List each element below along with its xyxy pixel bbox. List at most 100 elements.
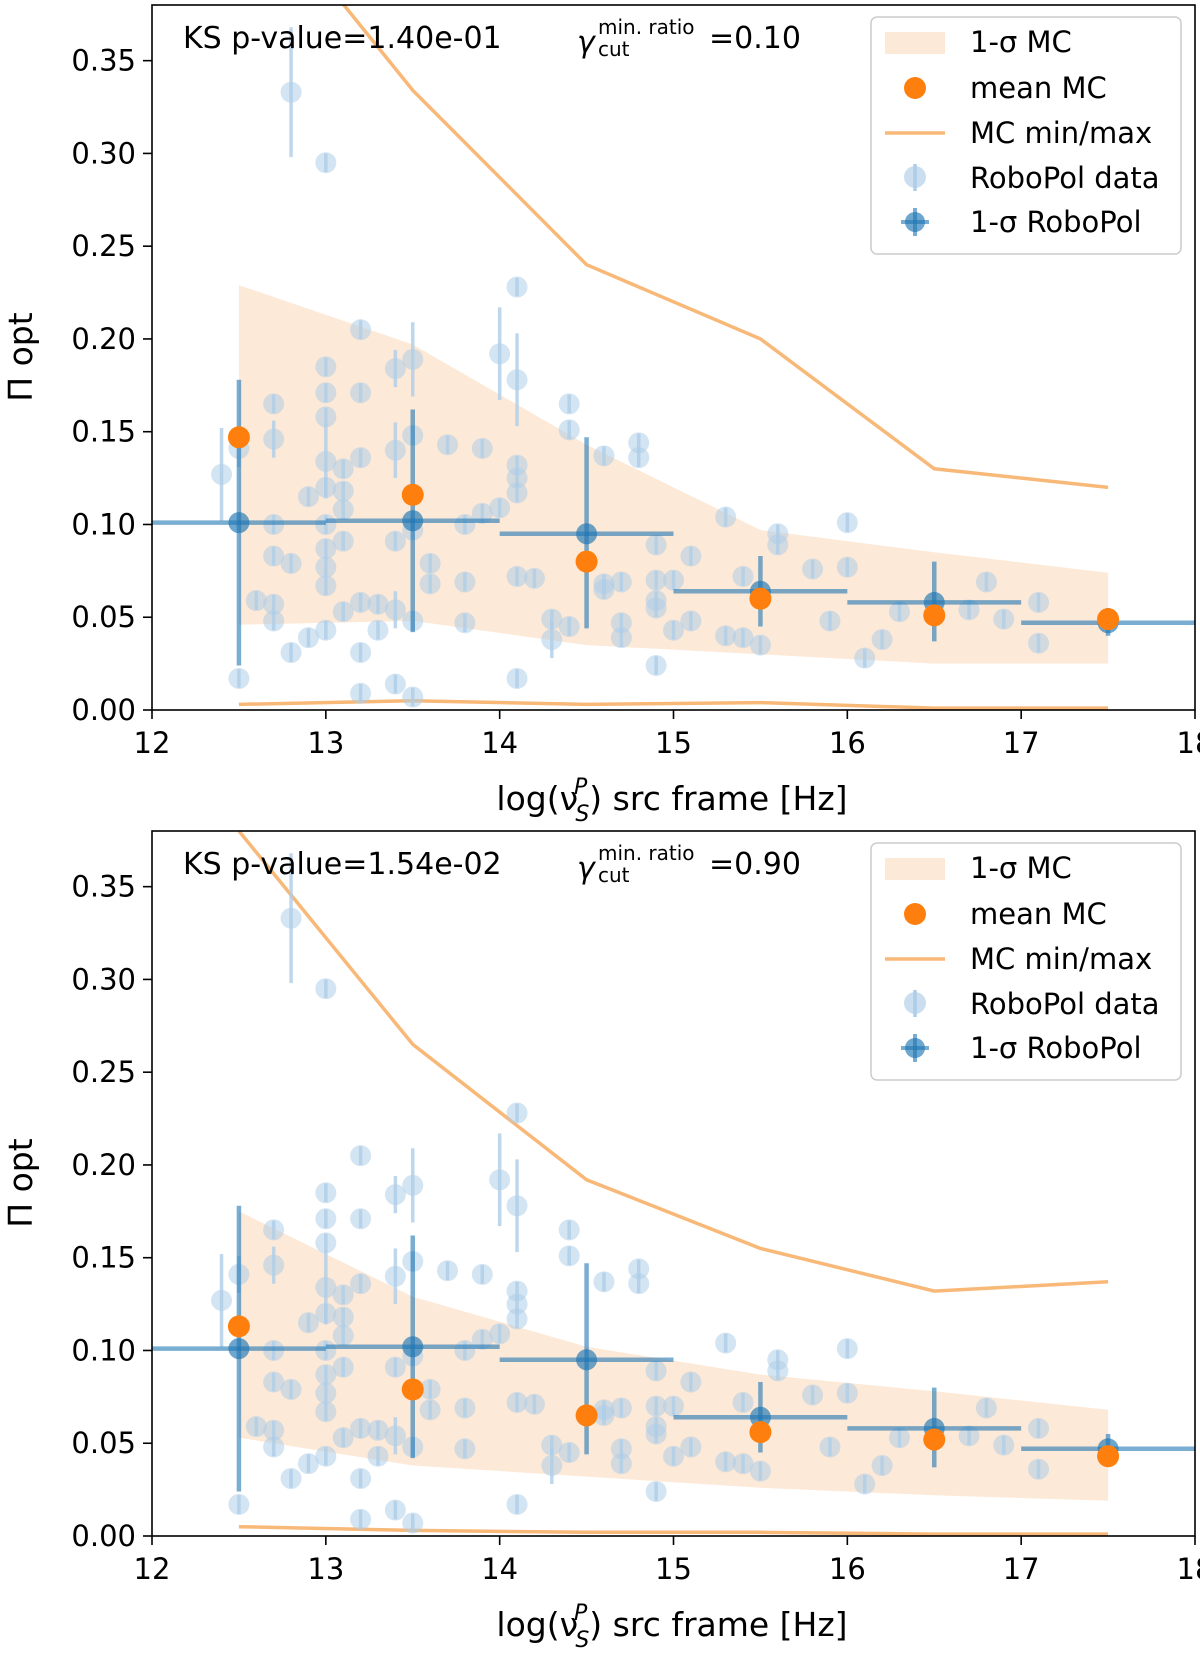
robopol-point [454,1397,476,1419]
x-tick-label: 13 [307,1552,344,1586]
y-tick-label: 0.05 [71,1426,136,1460]
robopol-point [610,1453,632,1475]
robopol-point [315,382,337,404]
robopol-point [384,1417,406,1455]
robopol-point [715,506,737,528]
robopol-point [263,1371,285,1393]
mc-sigma-band [238,285,1109,664]
robopol-point [350,1145,372,1167]
robopol-point [593,578,615,600]
mean-mc-marker [749,587,772,610]
mc-minmax-layer [237,831,1109,1536]
ks-annotation: KS p-value=1.40e-01 [183,21,502,56]
robopol-point [854,1473,876,1495]
robopol-point [767,1360,789,1382]
robopol-point [280,1467,302,1489]
legend-binned-label: 1-σ RoboPol [970,1031,1142,1065]
robopol-point [836,556,858,578]
robopol-point [384,673,406,695]
robopol-point [315,1364,337,1386]
robopol-point [749,634,771,656]
robopol-point [802,1384,824,1406]
legend: 1-σ MC mean MC MC min/max RoboPol data 1… [870,16,1182,255]
robopol-point [419,1378,441,1400]
axis-ticks: 12 13 14 15 16 17 18 0.00 0.05 0.10 0.15 0.20 0.25 0.… [71,44,1200,760]
robopol-point [419,573,441,595]
robopol-point [489,307,511,401]
robopol-point [315,978,337,1000]
robopol-point [558,1442,580,1464]
robopol-point [315,1445,337,1467]
y-tick-label: 0.00 [71,693,136,727]
legend-binned-label: 1-σ RoboPol [970,205,1142,239]
x-tick-label: 12 [134,726,171,760]
robopol-point [680,610,702,632]
mc-max-line [341,5,1109,490]
legend-data-marker [904,990,926,1017]
robopol-point [350,447,372,469]
robopol-point [402,1512,424,1534]
legend-band-label: 1-σ MC [970,25,1072,59]
robopol-point [280,552,302,574]
robopol-point [332,1306,354,1328]
robopol-point [558,393,580,415]
robopol-point [593,1271,615,1293]
mc-minmax-layer [238,5,1109,710]
legend-binned-marker [901,208,929,236]
robopol-point [280,641,302,663]
robopol-point [489,497,511,519]
robopol-point [315,1232,337,1254]
robopol-point [263,420,285,458]
robopol-point [315,556,337,578]
robopol-point [506,1102,528,1124]
x-tick-label: 14 [481,726,518,760]
robopol-point [454,1438,476,1460]
robopol-point [888,1427,910,1449]
legend-binned-marker [901,1034,929,1062]
robopol-point [350,641,372,663]
robopol-point [1028,632,1050,654]
mean-mc-marker [575,1404,598,1427]
robopol-point [1028,591,1050,613]
y-tick-label: 0.25 [71,1055,136,1089]
robopol-point [715,625,737,647]
robopol-point [419,552,441,574]
robopol-point [367,593,389,615]
robopol-data-layer [211,27,1050,708]
y-tick-label: 0.20 [71,322,136,356]
robopol-point [558,419,580,441]
robopol-point [402,322,424,397]
robopol-point [506,1308,528,1330]
legend-band-label: 1-σ MC [970,851,1072,885]
robopol-point [228,667,250,689]
gamma-annotation: γ min. ratio cut =0.90 [577,841,801,887]
robopol-point [332,601,354,623]
robopol-point [297,486,319,508]
robopol-point [993,608,1015,630]
robopol-point [297,1312,319,1334]
robopol-point [732,627,754,649]
y-tick-label: 0.00 [71,1519,136,1553]
robopol-point [506,1493,528,1515]
robopol-point [1028,1458,1050,1480]
robopol-point [263,593,285,615]
robopol-point [454,513,476,535]
robopol-point [350,319,372,341]
legend-box [870,842,1182,1081]
robopol-point [819,1436,841,1458]
x-tick-label: 17 [1003,1552,1040,1586]
binned-robopol-point [152,1205,326,1492]
x-tick-label: 15 [655,726,692,760]
robopol-point [454,1339,476,1361]
mean-mc-marker [1097,608,1120,631]
legend-band-swatch [885,858,945,880]
robopol-point [350,382,372,404]
robopol-point [332,1427,354,1449]
x-tick-label: 18 [1177,1552,1200,1586]
x-tick-label: 14 [481,1552,518,1586]
robopol-point [645,597,667,619]
legend-mean-marker [904,903,926,925]
robopol-point [541,1446,563,1485]
robopol-point [836,1338,858,1360]
